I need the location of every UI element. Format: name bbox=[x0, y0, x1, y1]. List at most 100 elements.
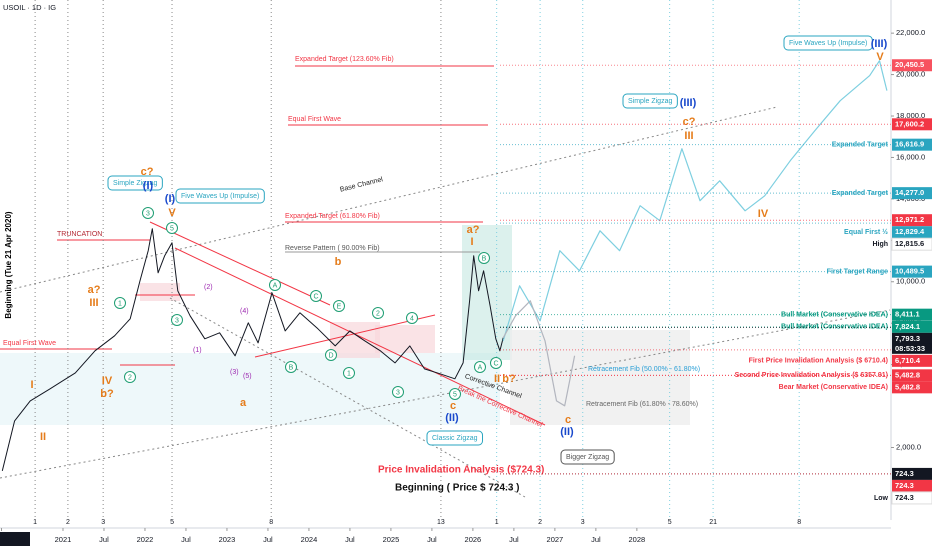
annotation: II bbox=[40, 431, 46, 443]
annotation: II bbox=[494, 373, 500, 385]
level-name: Low bbox=[874, 495, 889, 502]
annotation: IV bbox=[758, 208, 769, 220]
level-name: Bull Market (Conservative IDEA) bbox=[781, 324, 888, 331]
price-tag-label: 724.3 bbox=[895, 469, 914, 478]
level-name: Expanded Target bbox=[832, 142, 889, 149]
level-name: Expanded Target bbox=[832, 190, 889, 197]
time-marker-label: 8 bbox=[797, 519, 801, 526]
annotation: III bbox=[89, 297, 98, 309]
annotation: (2) bbox=[204, 284, 213, 291]
box-label: Five Waves Up (Impulse) bbox=[181, 193, 259, 200]
level-name: Bear Market (Conservative IDEA) bbox=[779, 384, 888, 391]
price-tag bbox=[892, 59, 932, 72]
annotation: (3) bbox=[230, 369, 239, 376]
wave-circle bbox=[269, 279, 281, 291]
wave-label: 1 bbox=[118, 300, 122, 307]
x-tick-label: 2025 bbox=[383, 535, 400, 544]
wave-label: A bbox=[478, 364, 483, 371]
annotation: a? bbox=[467, 224, 480, 236]
time-axis bbox=[0, 528, 932, 550]
countdown: 08:53:33 bbox=[895, 344, 925, 353]
time-marker-label: 5 bbox=[668, 519, 672, 526]
zone bbox=[140, 283, 180, 301]
x-tick-label: Jul bbox=[427, 535, 437, 544]
wave-label: 5 bbox=[170, 225, 174, 232]
x-tick-label: Jul bbox=[263, 535, 273, 544]
annotation: c bbox=[450, 400, 456, 412]
time-marker-label: 13 bbox=[437, 519, 445, 526]
price-tag-label: 7,793.3 bbox=[895, 334, 920, 343]
level-name: First Target Range bbox=[827, 268, 888, 275]
zone bbox=[330, 322, 380, 358]
wave-label: E bbox=[337, 303, 342, 310]
y-tick-label: 16,000.0 bbox=[896, 152, 925, 161]
annotation-box: Simple Zigzag bbox=[622, 93, 678, 109]
x-tick-label: Jul bbox=[99, 535, 109, 544]
annotation-box: Five Waves Up (Impulse) bbox=[783, 35, 873, 51]
price-tag bbox=[892, 214, 932, 227]
box-label: Bigger Zigzag bbox=[566, 454, 609, 461]
annotation: Reverse Pattern ( 90.00% Fib) bbox=[285, 245, 380, 252]
annotation: c? bbox=[683, 116, 696, 128]
time-marker-label: 5 bbox=[170, 519, 174, 526]
wave-label: B bbox=[289, 364, 294, 371]
chart-title: USOIL · 1D · IG bbox=[3, 3, 56, 12]
annotation: Expanded Target (61.80% Fib) bbox=[285, 213, 380, 220]
base-channel bbox=[0, 309, 891, 479]
time-marker-label: 2 bbox=[538, 519, 542, 526]
wave-label: B bbox=[482, 255, 487, 262]
price-tag-label: 17,600.2 bbox=[895, 119, 924, 128]
box-frame bbox=[560, 449, 615, 465]
x-tick-label: 2026 bbox=[465, 535, 482, 544]
x-tick-label: 2024 bbox=[301, 535, 318, 544]
time-marker-label: 21 bbox=[709, 519, 717, 526]
box-label: Classic Zigzag bbox=[432, 435, 478, 442]
annotation: a? bbox=[88, 284, 101, 296]
price-tag bbox=[891, 491, 932, 505]
price-tag bbox=[892, 138, 932, 151]
price-line bbox=[502, 60, 888, 341]
annotation: Retracement Fib (61.80% - 78.60%) bbox=[586, 401, 698, 408]
zone bbox=[510, 330, 690, 425]
annotation: Equal First Wave bbox=[3, 340, 56, 347]
price-tag-label: 6,710.4 bbox=[895, 356, 921, 365]
box-frame bbox=[107, 175, 163, 191]
y-axis-title: Beginning (Tue 21 Apr 2020) bbox=[4, 211, 13, 318]
annotation: b bbox=[335, 256, 342, 268]
wave-label: 3 bbox=[146, 210, 150, 217]
price-tag-label: 16,616.9 bbox=[895, 140, 924, 149]
trend-line bbox=[174, 247, 546, 426]
price-tag-label: 10,489.5 bbox=[895, 267, 924, 276]
annotation: Beginning ( Price $ 724.3 ) bbox=[395, 483, 519, 494]
wave-circle bbox=[474, 361, 486, 373]
wave-label: C bbox=[313, 293, 318, 300]
price-tag-label: 12,971.2 bbox=[895, 215, 924, 224]
annotation: c bbox=[565, 414, 571, 426]
x-tick-label: Jul bbox=[509, 535, 519, 544]
annotation: b? bbox=[100, 388, 114, 400]
annotation: III bbox=[684, 130, 693, 142]
wave-circle bbox=[333, 300, 345, 312]
box-label: Simple Zigzag bbox=[628, 98, 672, 105]
y-tick-label: 22,000.0 bbox=[896, 28, 925, 37]
wave-label: 2 bbox=[376, 310, 380, 317]
wave-label: 3 bbox=[396, 389, 400, 396]
annotation-box: Simple Zigzag bbox=[107, 175, 163, 191]
time-marker-label: 3 bbox=[581, 519, 585, 526]
x-tick-label: Jul bbox=[345, 535, 355, 544]
level-name: First Price Invalidation Analysis ($ 671… bbox=[749, 358, 888, 365]
wave-label: C bbox=[493, 360, 498, 367]
annotation: (III) bbox=[680, 97, 697, 109]
x-tick-label: Jul bbox=[181, 535, 191, 544]
annotation-box: Bigger Zigzag bbox=[560, 449, 615, 465]
wave-label: 4 bbox=[410, 315, 414, 322]
price-tag bbox=[892, 332, 932, 345]
wave-circle bbox=[142, 207, 154, 219]
level-name: Equal First ½ bbox=[844, 228, 888, 236]
wave-circle bbox=[310, 290, 322, 302]
annotation: (II) bbox=[445, 412, 459, 424]
price-tag bbox=[892, 187, 932, 200]
y-tick-label: 20,000.0 bbox=[896, 70, 925, 79]
y-tick-label: 18,000.0 bbox=[896, 111, 925, 120]
time-marker-label: 2 bbox=[66, 519, 70, 526]
